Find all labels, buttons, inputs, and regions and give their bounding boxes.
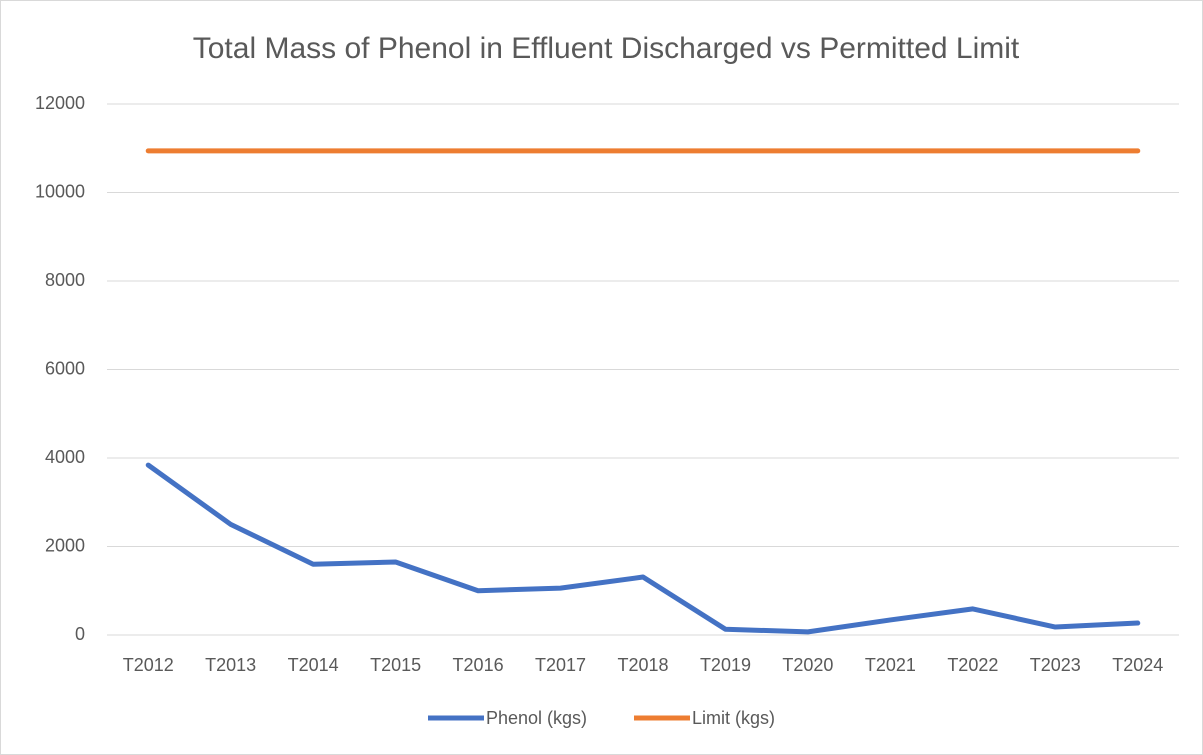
y-tick-label: 6000 <box>45 358 85 378</box>
x-tick-label: T2019 <box>700 655 751 675</box>
x-tick-label: T2017 <box>535 655 586 675</box>
legend-label: Phenol (kgs) <box>486 708 587 728</box>
x-tick-label: T2021 <box>865 655 916 675</box>
y-tick-label: 12000 <box>35 93 85 113</box>
x-tick-label: T2012 <box>123 655 174 675</box>
legend-label: Limit (kgs) <box>692 708 775 728</box>
x-tick-label: T2016 <box>453 655 504 675</box>
y-tick-label: 2000 <box>45 535 85 555</box>
y-tick-label: 4000 <box>45 447 85 467</box>
x-tick-label: T2024 <box>1112 655 1163 675</box>
x-tick-label: T2023 <box>1030 655 1081 675</box>
x-tick-label: T2020 <box>782 655 833 675</box>
x-tick-label: T2022 <box>947 655 998 675</box>
x-tick-label: T2018 <box>617 655 668 675</box>
chart-title: Total Mass of Phenol in Effluent Dischar… <box>193 32 1020 65</box>
series-line <box>145 462 1141 635</box>
y-tick-label: 0 <box>75 624 85 644</box>
x-tick-label: T2014 <box>288 655 339 675</box>
y-tick-label: 10000 <box>35 181 85 201</box>
x-tick-label: T2015 <box>370 655 421 675</box>
x-tick-label: T2013 <box>205 655 256 675</box>
y-tick-label: 8000 <box>45 270 85 290</box>
